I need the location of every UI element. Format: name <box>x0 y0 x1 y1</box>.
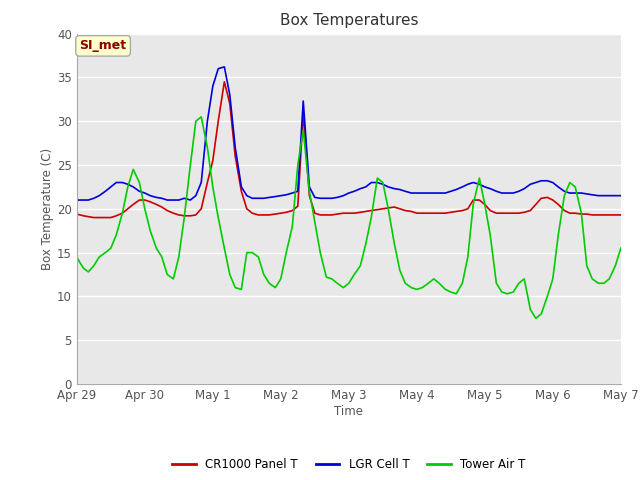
CR1000 Panel T <box>73 211 81 217</box>
LGR Cell T <box>333 194 341 200</box>
LGR Cell T <box>113 180 120 185</box>
CR1000 Panel T <box>498 210 506 216</box>
LGR Cell T <box>221 64 228 70</box>
Line: Tower Air T: Tower Air T <box>77 117 621 318</box>
Legend: CR1000 Panel T, LGR Cell T, Tower Air T: CR1000 Panel T, LGR Cell T, Tower Air T <box>168 454 530 476</box>
Tower Air T <box>419 285 426 290</box>
LGR Cell T <box>73 197 81 203</box>
Y-axis label: Box Temperature (C): Box Temperature (C) <box>42 148 54 270</box>
CR1000 Panel T <box>617 212 625 218</box>
Tower Air T <box>73 254 81 260</box>
LGR Cell T <box>617 193 625 199</box>
LGR Cell T <box>419 190 426 196</box>
X-axis label: Time: Time <box>334 405 364 418</box>
LGR Cell T <box>493 188 500 194</box>
LGR Cell T <box>379 181 387 187</box>
LGR Cell T <box>102 188 109 194</box>
Line: LGR Cell T: LGR Cell T <box>77 67 621 200</box>
CR1000 Panel T <box>118 210 126 216</box>
Tower Air T <box>493 280 500 286</box>
Tower Air T <box>197 114 205 120</box>
Text: SI_met: SI_met <box>79 39 127 52</box>
Tower Air T <box>333 280 341 286</box>
Tower Air T <box>379 180 387 185</box>
CR1000 Panel T <box>385 205 392 211</box>
CR1000 Panel T <box>424 210 432 216</box>
Tower Air T <box>102 250 109 255</box>
Tower Air T <box>532 315 540 321</box>
Tower Air T <box>113 232 120 238</box>
Line: CR1000 Panel T: CR1000 Panel T <box>77 82 621 217</box>
Tower Air T <box>617 245 625 251</box>
CR1000 Panel T <box>221 79 228 84</box>
CR1000 Panel T <box>340 210 348 216</box>
Title: Box Temperatures: Box Temperatures <box>280 13 418 28</box>
CR1000 Panel T <box>90 215 98 220</box>
CR1000 Panel T <box>107 215 115 220</box>
